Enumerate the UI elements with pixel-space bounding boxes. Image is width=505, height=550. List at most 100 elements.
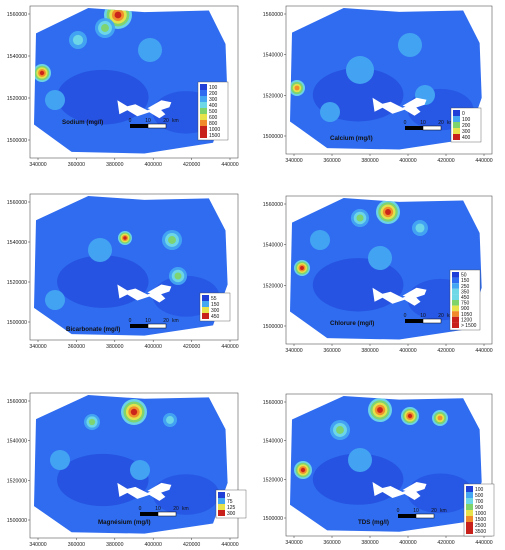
tds-legend-label: 1500 [475, 517, 486, 523]
calcium-legend-swatch [453, 110, 460, 116]
sodium-ytick-label: 1560000 [7, 12, 27, 18]
sodium-scale-label: 10 [145, 118, 151, 124]
sodium-legend-label: 600 [209, 115, 218, 121]
sodium-title: Sodium (mg/l) [62, 119, 103, 126]
sodium-legend-label: 1500 [209, 133, 220, 139]
chlorure-legend-swatch [452, 300, 459, 306]
calcium-legend-label: 100 [462, 117, 471, 123]
calcium-lagoon [372, 97, 421, 116]
tds-anomaly-5 [348, 448, 372, 472]
sodium-legend-label: 400 [209, 103, 218, 109]
tds-legend-label: 900 [475, 505, 484, 511]
bicarbonate-lagoon-arm [147, 284, 172, 296]
bicarbonate-xtick-label: 380000 [106, 344, 123, 350]
tds-lagoon [372, 482, 421, 501]
calcium-scale-bar-black [405, 126, 423, 130]
bicarbonate-scale-label: 10 [145, 318, 151, 324]
chlorure-legend-swatch [452, 272, 459, 278]
calcium-scale-unit: km [447, 120, 454, 126]
magnesium-ytick-label: 1520000 [7, 478, 27, 484]
sodium-scale-label: 20 [163, 118, 169, 124]
chlorure-lagoon-arm [402, 287, 427, 299]
bicarbonate-anomaly-2 [88, 238, 112, 262]
chlorure-raster [290, 198, 482, 340]
magnesium-scale-bar-white [157, 511, 177, 517]
sodium-anomaly-0 [114, 11, 122, 19]
map-panel-calcium: 1560000 1540000 1520000 1500000 340000 360000… [253, 0, 505, 170]
sodium-xtick-label: 420000 [183, 162, 200, 168]
chlorure-legend-swatch [452, 311, 459, 317]
sodium-legend-swatch [200, 126, 207, 132]
chlorure-anomaly-2 [356, 214, 364, 222]
bicarbonate-title: Bicarbonate (mg/l) [66, 326, 120, 333]
tds-legend-label: 700 [475, 499, 484, 505]
sodium-legend-label: 200 [209, 91, 218, 97]
sodium-legend-label: 800 [209, 121, 218, 127]
chlorure-ytick-label: 1520000 [263, 283, 283, 289]
sodium-xtick-label: 440000 [221, 162, 238, 168]
chlorure-scale-label: 0 [404, 313, 407, 319]
chlorure-ytick-label: 1540000 [263, 243, 283, 249]
calcium-anomaly-1 [346, 56, 374, 84]
calcium-ytick-label: 1520000 [263, 93, 283, 99]
bicarbonate-legend-swatch [202, 295, 209, 301]
calcium-xtick-label: 420000 [437, 158, 454, 164]
magnesium-legend-label: 75 [227, 499, 233, 505]
calcium-legend-label: 200 [462, 123, 471, 129]
sodium-scale-label: 0 [129, 118, 132, 124]
bicarbonate-scale-label: 0 [129, 318, 132, 324]
chlorure-xtick-label: 440000 [475, 348, 492, 354]
tds-legend-swatch [466, 510, 473, 516]
map-panel-sodium: 1560000 1540000 1520000 1500000 340000 360000… [0, 0, 252, 170]
chlorure-legend-label: 750 [461, 301, 470, 307]
chlorure-legend-label: 450 [461, 295, 470, 301]
calcium-legend-label: 300 [462, 129, 471, 135]
chlorure-legend-label: 250 [461, 284, 470, 290]
chlorure-legend-label: > 1500 [461, 323, 477, 329]
tds-xtick-label: 340000 [285, 540, 302, 546]
sodium-legend-swatch [200, 102, 207, 108]
chlorure-scale-bar-white [422, 318, 442, 324]
sodium-legend-label: 100 [209, 85, 218, 91]
tds-legend-swatch [466, 522, 473, 528]
tds-title: TDS (mg/l) [358, 519, 389, 526]
magnesium-layer: 1560000 1540000 1520000 1500000 340000 360000… [7, 392, 247, 548]
calcium-title: Calcium (mg/l) [330, 135, 373, 142]
map-panel-tds: 1560000 1540000 1520000 1500000 340000 360000… [253, 380, 505, 550]
magnesium-legend-label: 125 [227, 505, 236, 511]
tds-xtick-label: 400000 [399, 540, 416, 546]
bicarbonate-legend-swatch [202, 307, 209, 313]
sodium-map: 1560000 1540000 1520000 1500000 340000 360000… [7, 5, 239, 168]
map-panel-chlorure: 1560000 1540000 1520000 1500000 340000 360000… [253, 188, 505, 358]
calcium-scale-bar-white [422, 125, 442, 131]
calcium-layer: 1560000 1540000 1520000 1500000 340000 360000… [263, 5, 493, 164]
chlorure-xtick-label: 340000 [285, 348, 302, 354]
sodium-xtick-label: 340000 [29, 162, 46, 168]
bicarbonate-scale-bar-white [147, 323, 167, 329]
magnesium-xtick-label: 340000 [29, 542, 46, 548]
tds-xtick-label: 360000 [323, 540, 340, 546]
magnesium-ytick-label: 1540000 [7, 439, 27, 445]
sodium-anomaly-2 [101, 24, 109, 32]
bicarbonate-scale-label: 20 [163, 318, 169, 324]
sodium-legend-label: 300 [209, 97, 218, 103]
tds-low-zone [407, 473, 474, 514]
sodium-xtick-label: 360000 [68, 162, 85, 168]
chlorure-legend-label: 1200 [461, 317, 472, 323]
tds-ytick-label: 1500000 [263, 516, 283, 522]
magnesium-anomaly-0 [130, 408, 138, 416]
bicarbonate-anomaly-1 [168, 236, 176, 244]
chlorure-legend-swatch [452, 294, 459, 300]
tds-xtick-label: 440000 [475, 540, 492, 546]
map-panel-bicarbonate: 1560000 1540000 1520000 1500000 340000 360000… [0, 188, 252, 358]
sodium-anomaly-1 [39, 70, 45, 76]
calcium-xtick-label: 400000 [399, 158, 416, 164]
sodium-ytick-label: 1500000 [7, 138, 27, 144]
sodium-xtick-label: 400000 [145, 162, 162, 168]
chlorure-legend-swatch [452, 283, 459, 289]
tds-legend-label: 2500 [475, 523, 486, 529]
sodium-scale-unit: km [172, 118, 179, 124]
tds-legend-swatch [466, 498, 473, 504]
chlorure-anomaly-4 [368, 246, 392, 270]
magnesium-scale-label: 20 [173, 506, 179, 512]
